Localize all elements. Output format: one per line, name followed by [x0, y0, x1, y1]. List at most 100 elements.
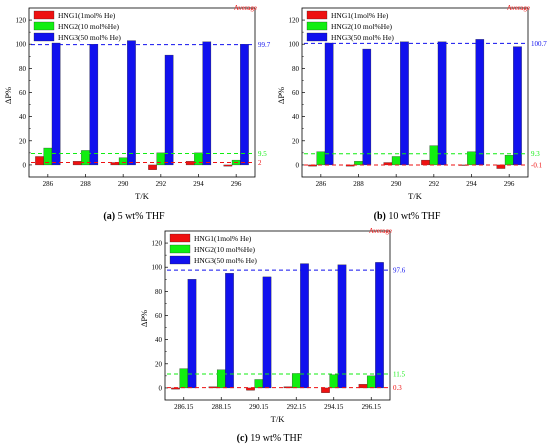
bar-hng2 — [254, 379, 264, 389]
bar-hng3 — [475, 39, 485, 166]
x-tick-label: 290 — [391, 180, 402, 188]
average-value-label: 2 — [258, 159, 262, 167]
caption-letter: (b) — [374, 211, 386, 222]
y-tick-label: 20 — [155, 360, 163, 368]
bar-hng1 — [72, 161, 82, 166]
y-tick-label: 120 — [289, 17, 300, 25]
y-tick-label: 100 — [289, 41, 300, 49]
caption-letter: (a) — [103, 211, 115, 222]
legend-entry: HNG1(1mol% He) — [58, 11, 116, 20]
x-tick-label: 288.15 — [212, 403, 232, 411]
panel-caption: (c) 19 wt% THF — [237, 433, 303, 444]
bar-hng1 — [246, 387, 255, 391]
caption-text: 10 wt% THF — [386, 211, 441, 222]
legend-swatch-hng1 — [306, 10, 328, 20]
y-tick-label: 0 — [159, 384, 163, 392]
average-value-label: 9.3 — [531, 150, 540, 158]
x-tick-label: 294 — [193, 180, 204, 188]
bar-hng3 — [262, 276, 272, 389]
x-tick-label: 290 — [118, 180, 129, 188]
bar-hng2 — [329, 374, 339, 389]
chart-panel-1: 0 20 40 60 80 100 120 ΔP% 286 288 290 292 294 296 T/K 2… — [3, 4, 271, 222]
y-axis-label: ΔP% — [3, 87, 13, 104]
average-value-label: 97.6 — [393, 267, 406, 275]
y-tick-label: 80 — [155, 288, 163, 296]
legend-swatch-hng2 — [169, 244, 191, 254]
legend-swatch-hng1 — [33, 10, 55, 20]
bar-hng1 — [185, 161, 195, 166]
bar-hng2 — [354, 161, 363, 166]
caption-text: 5 wt% THF — [115, 211, 165, 222]
x-tick-label: 286.15 — [174, 403, 194, 411]
chart-panel-2: 0 20 40 60 80 100 120 ΔP% 286 288 290 292 294 296 T/K -… — [276, 4, 547, 222]
y-tick-label: 100 — [152, 264, 163, 272]
x-tick-label: 294.15 — [324, 403, 344, 411]
legend-swatch-hng1 — [169, 233, 191, 243]
average-legend: Average — [234, 4, 257, 12]
average-value-label: 0.3 — [393, 384, 402, 392]
bar-hng3 — [187, 279, 197, 389]
panel-caption: (a) 5 wt% THF — [103, 211, 165, 222]
bar-hng3 — [375, 262, 384, 389]
average-value-label: 9.5 — [258, 150, 267, 158]
bar-hng2 — [179, 368, 189, 389]
x-tick-label: 292 — [429, 180, 440, 188]
x-axis-label: T/K — [135, 191, 150, 201]
average-legend: Average — [369, 227, 392, 235]
bar-hng3 — [51, 42, 61, 166]
y-tick-label: 60 — [292, 89, 300, 97]
y-tick-label: 20 — [19, 137, 27, 145]
average-value-label: 99.7 — [258, 41, 271, 49]
legend-swatch-hng2 — [306, 21, 328, 31]
bar-hng3 — [437, 41, 447, 166]
y-tick-label: 0 — [296, 161, 300, 169]
legend-swatch-hng3 — [306, 32, 328, 42]
bar-hng3 — [362, 48, 372, 166]
legend-swatch-hng2 — [33, 21, 55, 31]
x-axis-label: T/K — [271, 414, 286, 424]
y-tick-label: 100 — [16, 41, 27, 49]
x-tick-label: 290.15 — [249, 403, 269, 411]
bar-hng2 — [391, 156, 401, 166]
caption-letter: (c) — [237, 433, 248, 444]
bar-hng3 — [202, 41, 212, 166]
x-tick-label: 286 — [316, 180, 327, 188]
bar-hng3 — [400, 41, 409, 166]
bar-hng2 — [429, 145, 439, 166]
bar-hng3 — [513, 46, 522, 166]
x-tick-label: 292.15 — [287, 403, 307, 411]
bar-hng2 — [291, 373, 301, 389]
average-value-label: -0.1 — [531, 162, 543, 170]
legend-entry: HNG2(10 mol%He) — [58, 22, 120, 31]
bar-hng1 — [321, 387, 330, 393]
y-tick-label: 60 — [155, 312, 163, 320]
y-tick-label: 40 — [292, 113, 300, 121]
y-tick-label: 40 — [19, 113, 27, 121]
bar-hng3 — [225, 273, 234, 389]
bar-hng1 — [223, 164, 233, 167]
x-tick-label: 288 — [353, 180, 364, 188]
x-tick-label: 294 — [466, 180, 477, 188]
legend-entry: HNG2(10 mol%He) — [194, 245, 256, 254]
average-value-label: 11.5 — [393, 371, 405, 379]
legend-swatch-hng3 — [33, 32, 55, 42]
legend-entry: HNG3(50 mol% He) — [331, 33, 394, 42]
y-tick-label: 80 — [19, 65, 27, 73]
average-value-label: 100.7 — [531, 40, 547, 48]
bar-hng2 — [156, 152, 166, 166]
bar-hng2 — [504, 155, 514, 166]
bar-hng3 — [164, 54, 174, 166]
caption-text: 19 wt% THF — [248, 433, 303, 444]
y-tick-label: 120 — [152, 240, 163, 248]
average-legend: Average — [507, 4, 530, 12]
y-tick-label: 20 — [292, 137, 300, 145]
bar-hng3 — [300, 263, 309, 389]
bar-hng2 — [366, 375, 376, 389]
bar-hng3 — [337, 264, 347, 389]
y-axis-label: ΔP% — [276, 87, 286, 104]
y-tick-label: 120 — [16, 17, 27, 25]
legend-entry: HNG3(50 mol% He) — [58, 33, 121, 42]
x-tick-label: 292 — [156, 180, 167, 188]
bar-hng1 — [171, 387, 180, 390]
legend-entry: HNG1(1mol% He) — [331, 11, 389, 20]
